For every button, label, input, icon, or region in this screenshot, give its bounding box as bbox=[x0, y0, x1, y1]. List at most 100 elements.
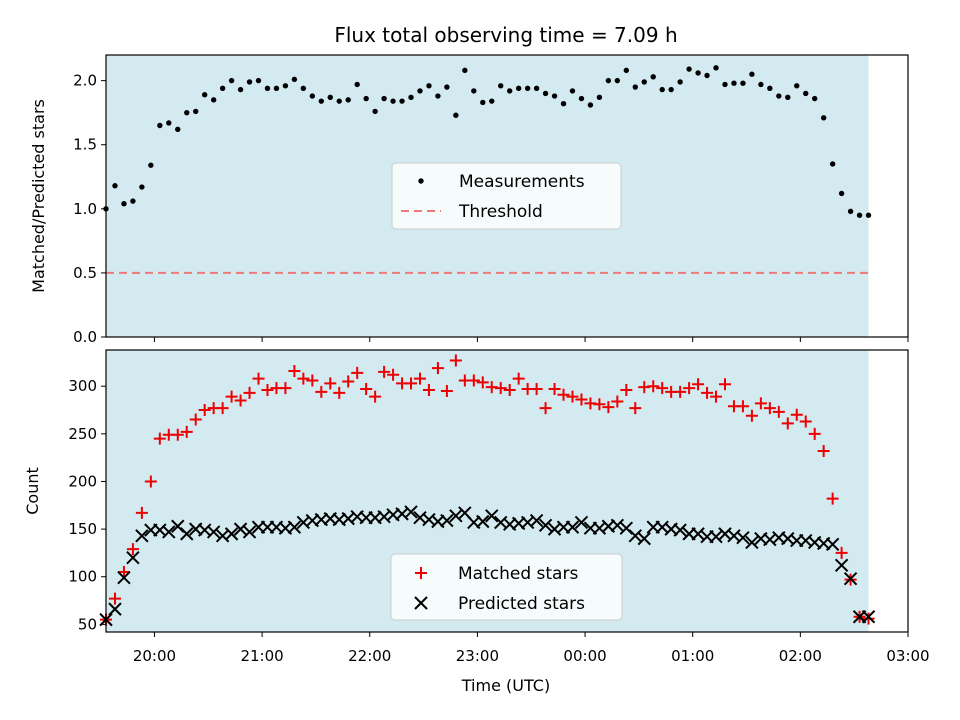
top-measurements-point bbox=[740, 80, 746, 86]
top-measurements-point bbox=[587, 102, 594, 108]
bot-matched-stars-point bbox=[431, 362, 444, 375]
bot-y-tick-label: 200 bbox=[68, 472, 97, 490]
top-measurements-point bbox=[318, 98, 325, 104]
top-measurements-point bbox=[273, 85, 280, 92]
top-measurements-point bbox=[713, 65, 719, 71]
x-tick-label: 02:00 bbox=[779, 647, 822, 665]
top-measurements-point bbox=[776, 93, 782, 99]
bot-matched-stars-point bbox=[593, 398, 606, 411]
bot-predicted-stars-point bbox=[162, 525, 176, 539]
bot-matched-stars-point bbox=[306, 374, 319, 387]
top-legend-box bbox=[391, 162, 622, 230]
bot-matched-stars-point bbox=[817, 444, 830, 457]
top-measurements-point bbox=[551, 93, 558, 99]
bot-predicted-stars-point bbox=[126, 550, 140, 565]
bottom-legend-predicted-marker bbox=[414, 596, 428, 610]
x-tick-label: 01:00 bbox=[671, 647, 714, 665]
bot-matched-stars-point bbox=[683, 382, 696, 395]
top-measurements-point bbox=[363, 95, 369, 102]
top-measurements-point bbox=[219, 85, 226, 92]
top-measurements-point bbox=[803, 90, 809, 97]
top-measurements-point bbox=[444, 84, 450, 90]
bot-matched-stars-point bbox=[736, 400, 749, 413]
bot-matched-stars-point bbox=[288, 364, 301, 377]
bot-matched-stars-point bbox=[378, 365, 391, 378]
top-measurements-point bbox=[686, 66, 692, 72]
top-measurements-point bbox=[282, 83, 289, 89]
top-measurements-point bbox=[623, 67, 630, 74]
bot-matched-stars-point bbox=[772, 405, 785, 418]
bot-matched-stars-point bbox=[539, 402, 552, 415]
top-measurements-point bbox=[838, 190, 845, 197]
bot-predicted-stars-point bbox=[449, 509, 463, 523]
bot-matched-stars-point bbox=[808, 427, 821, 440]
bot-matched-stars-point bbox=[790, 408, 803, 421]
bot-y-tick-label: 300 bbox=[68, 377, 97, 395]
bot-matched-stars-point bbox=[225, 390, 238, 403]
bot-matched-stars-point bbox=[575, 393, 588, 406]
bottom-axes-frame bbox=[105, 349, 909, 633]
top-measurements-point bbox=[193, 108, 199, 115]
bot-matched-stars-point bbox=[503, 384, 516, 397]
top-y-tick-label: 2.0 bbox=[73, 72, 97, 90]
bot-matched-stars-point bbox=[449, 354, 462, 367]
bot-matched-stars-point bbox=[108, 592, 121, 605]
top-measurements-point bbox=[695, 70, 701, 76]
bot-matched-stars-point bbox=[252, 372, 265, 385]
bot-matched-stars-point bbox=[674, 385, 687, 398]
bot-matched-stars-point bbox=[745, 409, 758, 422]
top-y-tick-label: 0.0 bbox=[73, 328, 97, 346]
bot-predicted-stars-point bbox=[709, 530, 723, 544]
top-y-tick-label: 1.0 bbox=[73, 200, 97, 218]
top-measurements-point bbox=[542, 90, 549, 97]
top-measurements-point bbox=[462, 67, 468, 74]
bot-matched-stars-point bbox=[180, 425, 193, 438]
bot-predicted-stars-point bbox=[404, 505, 418, 519]
bot-y-tick-label: 150 bbox=[68, 520, 97, 538]
top-axes-frame bbox=[105, 54, 909, 338]
x-axis-label: Time (UTC) bbox=[461, 676, 550, 695]
top-measurements-point bbox=[417, 88, 423, 94]
top-measurements-point bbox=[812, 95, 818, 102]
top-measurements-point bbox=[372, 108, 378, 115]
bot-matched-stars-point bbox=[279, 382, 292, 395]
top-measurements-point bbox=[184, 109, 190, 116]
top-measurements-point bbox=[309, 93, 316, 99]
bot-matched-stars-point bbox=[261, 384, 274, 397]
bot-matched-stars-point bbox=[333, 386, 346, 399]
bot-predicted-stars-point bbox=[206, 525, 221, 539]
x-tick-label: 21:00 bbox=[240, 647, 283, 665]
bot-matched-stars-point bbox=[512, 372, 525, 385]
top-measurements-point bbox=[614, 77, 621, 84]
bot-matched-stars-point bbox=[171, 428, 184, 441]
top-y-axis-label: Matched/Predicted stars bbox=[29, 99, 48, 293]
bot-matched-stars-point bbox=[530, 383, 543, 396]
top-measurements-point bbox=[524, 85, 531, 92]
bot-predicted-stars-point bbox=[108, 602, 122, 616]
top-measurements-point bbox=[264, 85, 271, 92]
bot-matched-stars-point bbox=[189, 413, 202, 426]
bot-predicted-stars-point bbox=[736, 530, 750, 545]
top-measurements-point bbox=[300, 85, 307, 92]
top-measurements-point bbox=[820, 115, 827, 121]
top-measurements-point bbox=[336, 98, 342, 104]
top-measurements-point bbox=[327, 94, 333, 101]
bot-matched-stars-point bbox=[826, 492, 839, 505]
bottom-y-axis-label: Count bbox=[23, 467, 42, 515]
bot-matched-stars-point bbox=[718, 378, 731, 391]
bot-predicted-stars-point bbox=[861, 610, 876, 624]
top-measurements-point bbox=[121, 200, 127, 207]
top-measurements-point bbox=[435, 93, 441, 99]
top-measurements-point bbox=[246, 79, 253, 85]
bot-matched-stars-point bbox=[548, 383, 561, 396]
bot-matched-stars-point bbox=[656, 382, 669, 395]
bot-predicted-stars-point bbox=[440, 513, 454, 528]
bot-matched-stars-point bbox=[117, 565, 130, 578]
top-measurements-point bbox=[704, 72, 710, 79]
top-measurements-point bbox=[749, 71, 755, 77]
bot-matched-stars-point bbox=[692, 378, 705, 391]
top-measurements-point bbox=[515, 85, 522, 92]
top-measurements-point bbox=[426, 83, 432, 89]
top-measurements-point bbox=[596, 94, 603, 101]
